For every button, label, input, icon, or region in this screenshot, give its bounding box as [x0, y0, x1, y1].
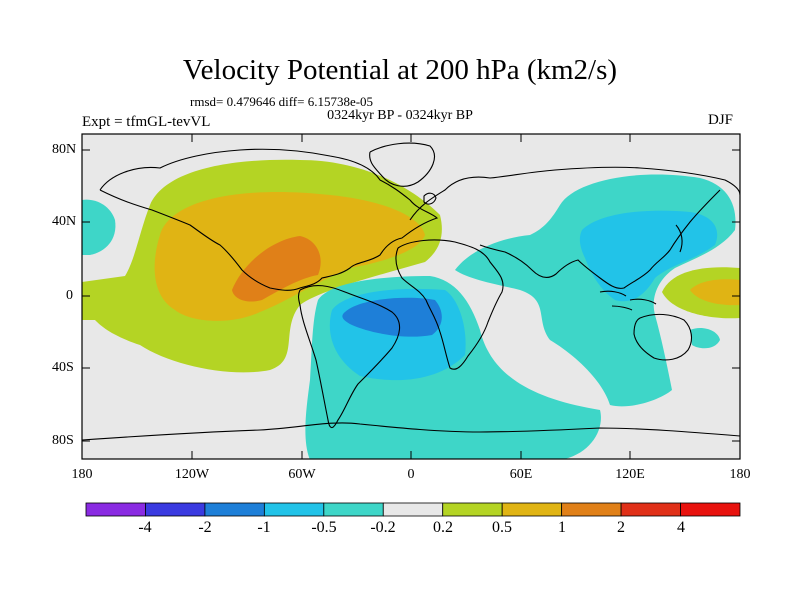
antarctica-coastline: [82, 422, 740, 441]
africa-coastline: [395, 239, 504, 370]
map-panel: [82, 134, 740, 459]
south-america-coastline: [297, 284, 401, 429]
colorbar-swatch: [145, 502, 206, 517]
colorbar-swatch: [561, 502, 622, 517]
colorbar-label: 1: [558, 519, 566, 536]
negative-weak-region-north-pacific: [82, 199, 116, 255]
colorbar-label: 2: [617, 519, 625, 536]
colorbar-swatch: [442, 502, 503, 517]
colorbar-label: -4: [138, 519, 152, 536]
negative-strong-region-brazil: [342, 297, 442, 337]
positive-strong-region-caribbean: [232, 236, 321, 302]
x-tick-label: 120W: [174, 467, 210, 482]
colorbar-label: -0.2: [370, 519, 396, 536]
colorbar-swatch: [382, 502, 444, 517]
colorbar-label: 4: [677, 519, 685, 536]
colorbar-label: -2: [198, 519, 212, 536]
colorbar-swatch: [204, 502, 265, 517]
period-subtitle: 0324kyr BP - 0324kyr BP: [327, 108, 473, 123]
y-tick-label: 40S: [52, 360, 74, 375]
colorbar-swatch: [263, 502, 325, 517]
axis-ticks: [82, 134, 740, 459]
negative-mid-region-east-asia: [579, 210, 718, 302]
x-tick-label: 60W: [288, 467, 316, 482]
x-tick-label: 180: [71, 467, 93, 482]
x-tick-label: 0: [407, 467, 415, 482]
colorbar-swatch: [501, 502, 563, 517]
negative-weak-region-australia-east: [690, 328, 720, 349]
rmsd-diff-stats: rmsd= 0.479646 diff= 6.15738e-05: [190, 94, 374, 109]
colorbar-label: -0.5: [311, 519, 337, 536]
australia-coastline: [633, 313, 693, 361]
europe-asia-coastline: [409, 166, 740, 289]
coastlines: [82, 142, 740, 441]
season-label: DJF: [708, 112, 734, 128]
colorbar: [85, 502, 741, 517]
x-tick-label: 180: [729, 467, 751, 482]
british-isles-coastline: [423, 192, 437, 205]
y-tick-label: 0: [66, 288, 73, 303]
x-tick-label: 60E: [509, 467, 533, 482]
y-tick-label: 40N: [52, 214, 77, 229]
y-tick-label: 80S: [52, 433, 74, 448]
indonesia-islands: [599, 290, 657, 311]
y-tick-label: 80N: [52, 142, 77, 157]
colorbar-swatch: [323, 502, 384, 517]
colorbar-label: 0.2: [433, 519, 453, 536]
experiment-label: Expt = tfmGL-tevVL: [82, 114, 211, 130]
x-tick-label: 120E: [615, 467, 645, 482]
north-america-coastline: [99, 148, 439, 291]
colorbar-label: 0.5: [492, 519, 512, 536]
colorbar-swatch: [85, 502, 146, 517]
plot-title: Velocity Potential at 200 hPa (km2/s): [182, 54, 618, 86]
colorbar-swatch: [620, 502, 681, 517]
greenland-coastline: [369, 142, 435, 187]
positive-mid-region-pacific: [690, 279, 740, 306]
japan-coastline: [675, 224, 683, 253]
colorbar-label: -1: [257, 519, 271, 536]
colorbar-swatch: [680, 502, 741, 517]
